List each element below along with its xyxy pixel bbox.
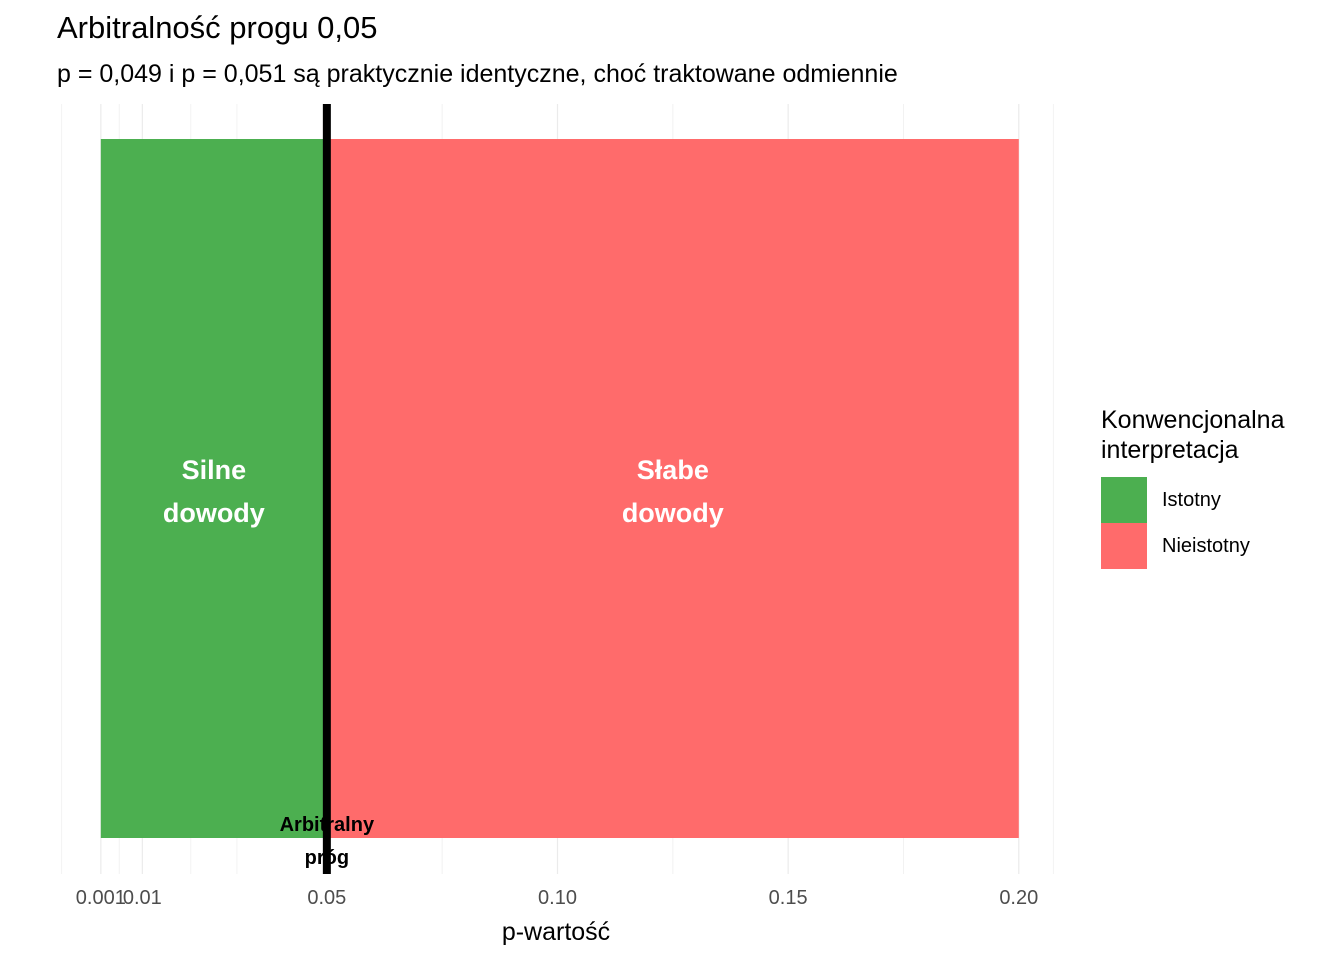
legend-title-line: interpretacja [1101, 436, 1239, 464]
chart-subtitle: p = 0,049 i p = 0,051 są praktycznie ide… [57, 60, 898, 88]
regions: Silne dowody Słabe dowody [100, 139, 1019, 838]
threshold: Arbitralny próg [280, 104, 375, 874]
legend-key-swatch [1101, 523, 1147, 569]
chart-title: Arbitralność progu 0,05 [57, 10, 378, 45]
x-tick-label: 0.10 [538, 887, 577, 909]
legend-item: Nieistotny [1101, 523, 1331, 569]
threshold-label: Arbitralny próg [280, 814, 375, 869]
legend-item-label: Istotny [1162, 488, 1221, 511]
x-tick-label: 0.20 [999, 887, 1038, 909]
region-label-slabe: Słabe dowody [622, 455, 724, 528]
region-bar-istotny [100, 139, 327, 838]
legend-items: Istotny Nieistotny [1101, 477, 1331, 569]
region-bar-nieistotny [326, 139, 1019, 838]
x-tick-label: 0.01 [123, 887, 162, 909]
x-tick-label: 0.05 [307, 887, 346, 909]
x-tick-label: 0.001 [76, 887, 126, 909]
legend-item-label: Nieistotny [1162, 534, 1250, 557]
legend: Konwencjonalna interpretacja Istotny Nieis… [1101, 405, 1331, 569]
x-axis-title: p-wartość [502, 918, 610, 946]
legend-key-swatch [1101, 477, 1147, 523]
legend-title-line: Konwencjonalna [1101, 406, 1285, 434]
legend-title: Konwencjonalna interpretacja [1101, 405, 1331, 465]
legend-item: Istotny [1101, 477, 1331, 523]
region-label-silne: Silne dowody [163, 455, 265, 528]
x-tick-label: 0.15 [769, 887, 808, 909]
